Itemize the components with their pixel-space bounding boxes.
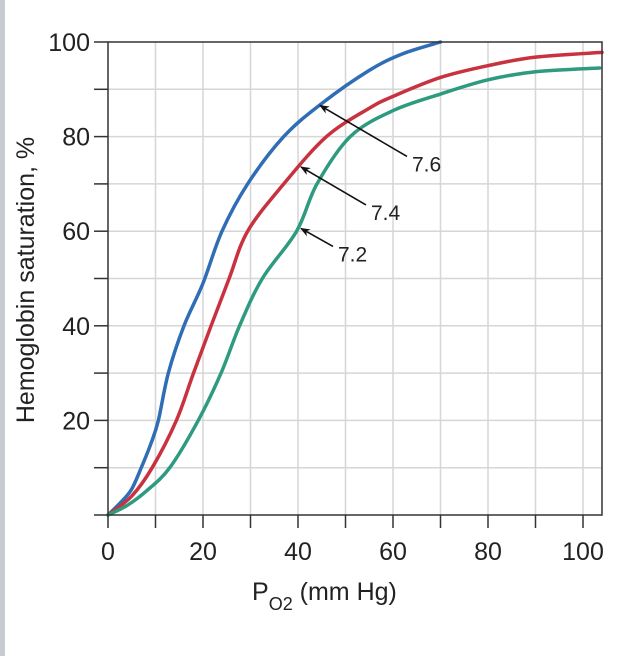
x-tick-label: 0 — [101, 538, 115, 566]
annotation-arrow — [300, 166, 367, 206]
x-axis-label: PO2 (mm Hg) — [252, 578, 397, 614]
annotation-arrow — [319, 104, 408, 158]
x-tick-label: 20 — [189, 538, 217, 566]
curve-ph-7-2 — [106, 66, 602, 517]
annotation-label: 7.4 — [371, 202, 401, 225]
y-tick-label: 100 — [48, 29, 90, 57]
annotations: 7.6 7.47.2 — [300, 104, 441, 266]
annotation-label: 7.6 — [412, 153, 441, 176]
x-tick-label: 100 — [562, 538, 604, 566]
x-axis-label-subscript: O2 — [269, 594, 293, 614]
x-tick-label: 80 — [474, 538, 502, 566]
x-axis-label-main: P — [252, 578, 269, 606]
y-tick-label: 80 — [62, 124, 90, 152]
y-tick-label: 20 — [62, 407, 90, 435]
curve-ph-7-6 — [106, 40, 443, 517]
left-edge-bar — [0, 0, 5, 656]
axes: 0 20 40 60 80 100 20 40 60 80 100 — [48, 29, 604, 566]
x-axis-label-unit: (mm Hg) — [293, 578, 397, 606]
y-tick-label: 40 — [62, 313, 90, 341]
x-tick-label: 40 — [284, 538, 312, 566]
x-tick-label: 60 — [379, 538, 407, 566]
y-tick-label: 60 — [62, 218, 90, 246]
y-axis-label: Hemoglobin saturation, % — [12, 137, 40, 423]
curve-ph-7-4 — [106, 50, 604, 517]
annotation-label: 7.2 — [338, 243, 367, 266]
curves — [106, 40, 604, 517]
annotation-arrow — [300, 227, 334, 248]
grid — [108, 42, 602, 515]
